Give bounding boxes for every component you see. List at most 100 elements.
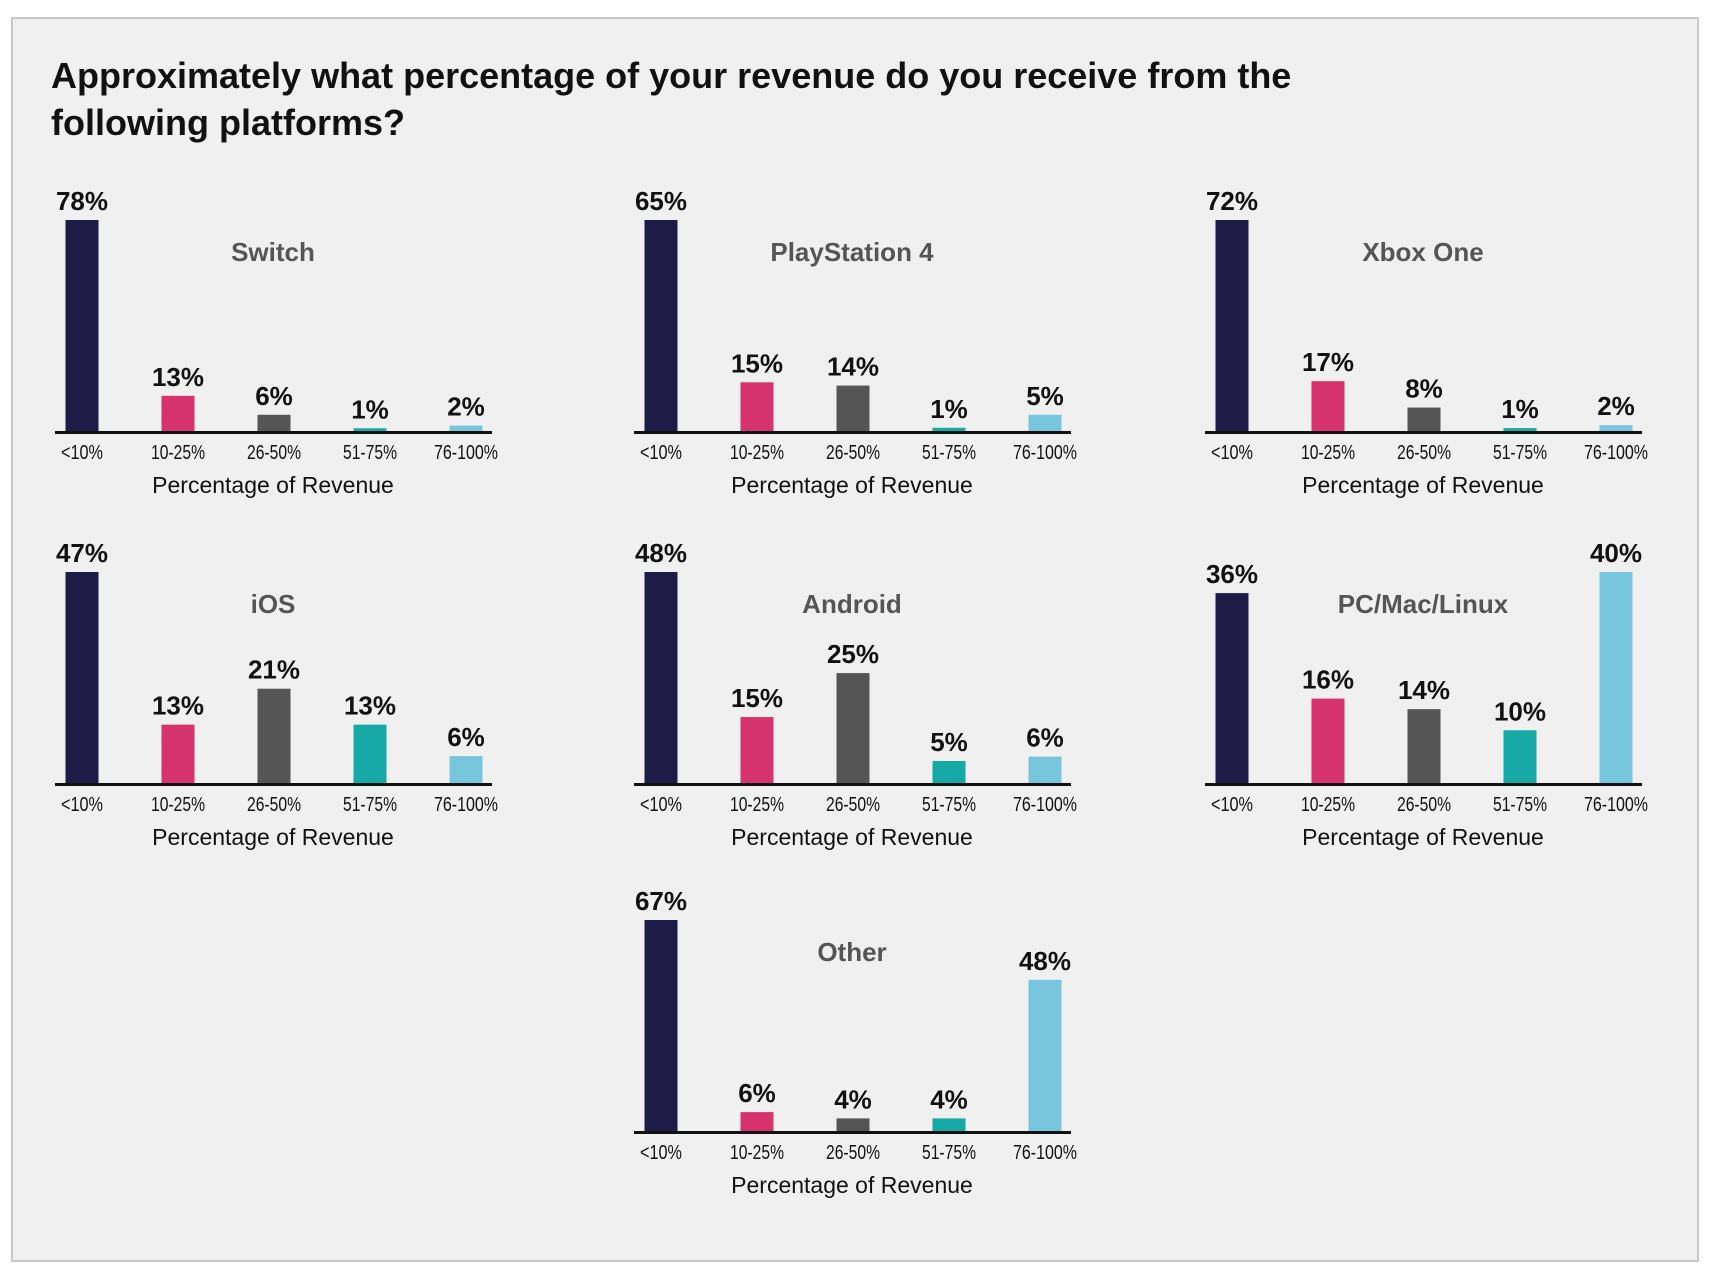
data-label: 36%	[1206, 559, 1258, 589]
data-label: 13%	[152, 362, 204, 392]
tick-label: <10%	[640, 1142, 682, 1164]
data-label: 15%	[731, 683, 783, 713]
bar	[1215, 593, 1249, 783]
panel-title: Switch	[231, 237, 315, 267]
data-label: 65%	[635, 186, 687, 216]
bar	[932, 1118, 966, 1131]
data-label: 6%	[255, 381, 293, 411]
bar	[1028, 414, 1062, 431]
tick-label: 10-25%	[730, 1142, 784, 1164]
bar	[65, 220, 99, 431]
bar	[65, 572, 99, 783]
tick-label: 76-100%	[1584, 442, 1648, 464]
bar	[1311, 381, 1345, 431]
data-label: 47%	[56, 538, 108, 568]
tick-label: <10%	[1211, 794, 1253, 816]
tick-label: 51-75%	[1493, 794, 1547, 816]
data-label: 1%	[1501, 394, 1539, 424]
tick-label: <10%	[1211, 442, 1253, 464]
panel-title: Android	[802, 589, 902, 619]
data-label: 5%	[1026, 381, 1064, 411]
data-label: 6%	[447, 722, 485, 752]
tick-label: 10-25%	[1301, 442, 1355, 464]
chart-title: Approximately what percentage of your re…	[51, 55, 1292, 143]
tick-label: 26-50%	[247, 442, 301, 464]
tick-label: 26-50%	[247, 794, 301, 816]
panel-title: PC/Mac/Linux	[1338, 589, 1509, 619]
bar	[1503, 730, 1537, 783]
tick-label: 51-75%	[343, 794, 397, 816]
panel-title: Xbox One	[1362, 237, 1483, 267]
bar	[836, 673, 870, 783]
bar	[1599, 425, 1633, 431]
data-label: 16%	[1302, 665, 1354, 695]
data-label: 4%	[930, 1084, 968, 1114]
data-label: 4%	[834, 1084, 872, 1114]
tick-label: 76-100%	[1584, 794, 1648, 816]
data-label: 25%	[827, 639, 879, 669]
tick-label: 10-25%	[730, 794, 784, 816]
bar	[449, 425, 483, 431]
bar	[161, 395, 195, 431]
data-label: 2%	[1597, 391, 1635, 421]
tick-label: 51-75%	[1493, 442, 1547, 464]
tick-label: 10-25%	[151, 794, 205, 816]
tick-label: 26-50%	[1397, 794, 1451, 816]
data-label: 67%	[635, 886, 687, 916]
chart-frame	[11, 17, 1699, 1262]
x-axis-label: Percentage of Revenue	[152, 824, 394, 850]
tick-label: 26-50%	[826, 442, 880, 464]
tick-label: 76-100%	[1013, 794, 1077, 816]
tick-label: 10-25%	[151, 442, 205, 464]
data-label: 14%	[827, 352, 879, 382]
chart-panel: Xbox One 72% <10% 17% 10-25% 8% 26-50% 1% 51-75%…	[1205, 186, 1648, 498]
bar	[1028, 756, 1062, 783]
bar	[740, 717, 774, 783]
tick-label: <10%	[640, 442, 682, 464]
data-label: 1%	[351, 394, 389, 424]
bar	[644, 220, 678, 431]
panel-title: iOS	[251, 589, 296, 619]
bar	[1407, 407, 1441, 431]
tick-label: <10%	[61, 794, 103, 816]
bar	[740, 382, 774, 431]
bar	[257, 688, 291, 783]
tick-label: 51-75%	[922, 442, 976, 464]
bar	[836, 1118, 870, 1131]
data-label: 10%	[1494, 696, 1546, 726]
tick-label: 10-25%	[1301, 794, 1355, 816]
chart-panel: Android 48% <10% 15% 10-25% 25% 26-50% 5% 51-75%…	[634, 538, 1077, 850]
x-axis-label: Percentage of Revenue	[731, 1172, 973, 1198]
data-label: 8%	[1405, 374, 1443, 404]
data-label: 48%	[1019, 946, 1071, 976]
x-axis-label: Percentage of Revenue	[731, 824, 973, 850]
tick-label: 51-75%	[343, 442, 397, 464]
tick-label: 51-75%	[922, 794, 976, 816]
bar	[353, 724, 387, 783]
bar	[740, 1112, 774, 1131]
tick-label: 76-100%	[1013, 1142, 1077, 1164]
tick-label: 76-100%	[434, 442, 498, 464]
chart-panel: Switch 78% <10% 13% 10-25% 6% 26-50% 1% 51-75% 2%…	[55, 186, 498, 498]
data-label: 6%	[1026, 723, 1064, 753]
bar	[932, 427, 966, 431]
bar	[161, 724, 195, 783]
chart-panel: iOS 47% <10% 13% 10-25% 21% 26-50% 13% 51-75% 6% 7…	[55, 538, 498, 850]
tick-label: 26-50%	[826, 1142, 880, 1164]
chart-panel: PlayStation 4 65% <10% 15% 10-25% 14% 26-50% 1%…	[634, 186, 1077, 498]
tick-label: <10%	[640, 794, 682, 816]
data-label: 6%	[738, 1078, 776, 1108]
data-label: 40%	[1590, 538, 1642, 568]
tick-label: <10%	[61, 442, 103, 464]
x-axis-label: Percentage of Revenue	[731, 472, 973, 498]
bar	[449, 756, 483, 783]
data-label: 5%	[930, 727, 968, 757]
data-label: 15%	[731, 348, 783, 378]
bar	[1028, 979, 1062, 1131]
data-label: 2%	[447, 392, 485, 422]
tick-label: 26-50%	[826, 794, 880, 816]
data-label: 13%	[152, 691, 204, 721]
x-axis-label: Percentage of Revenue	[1302, 824, 1544, 850]
bar	[932, 761, 966, 783]
